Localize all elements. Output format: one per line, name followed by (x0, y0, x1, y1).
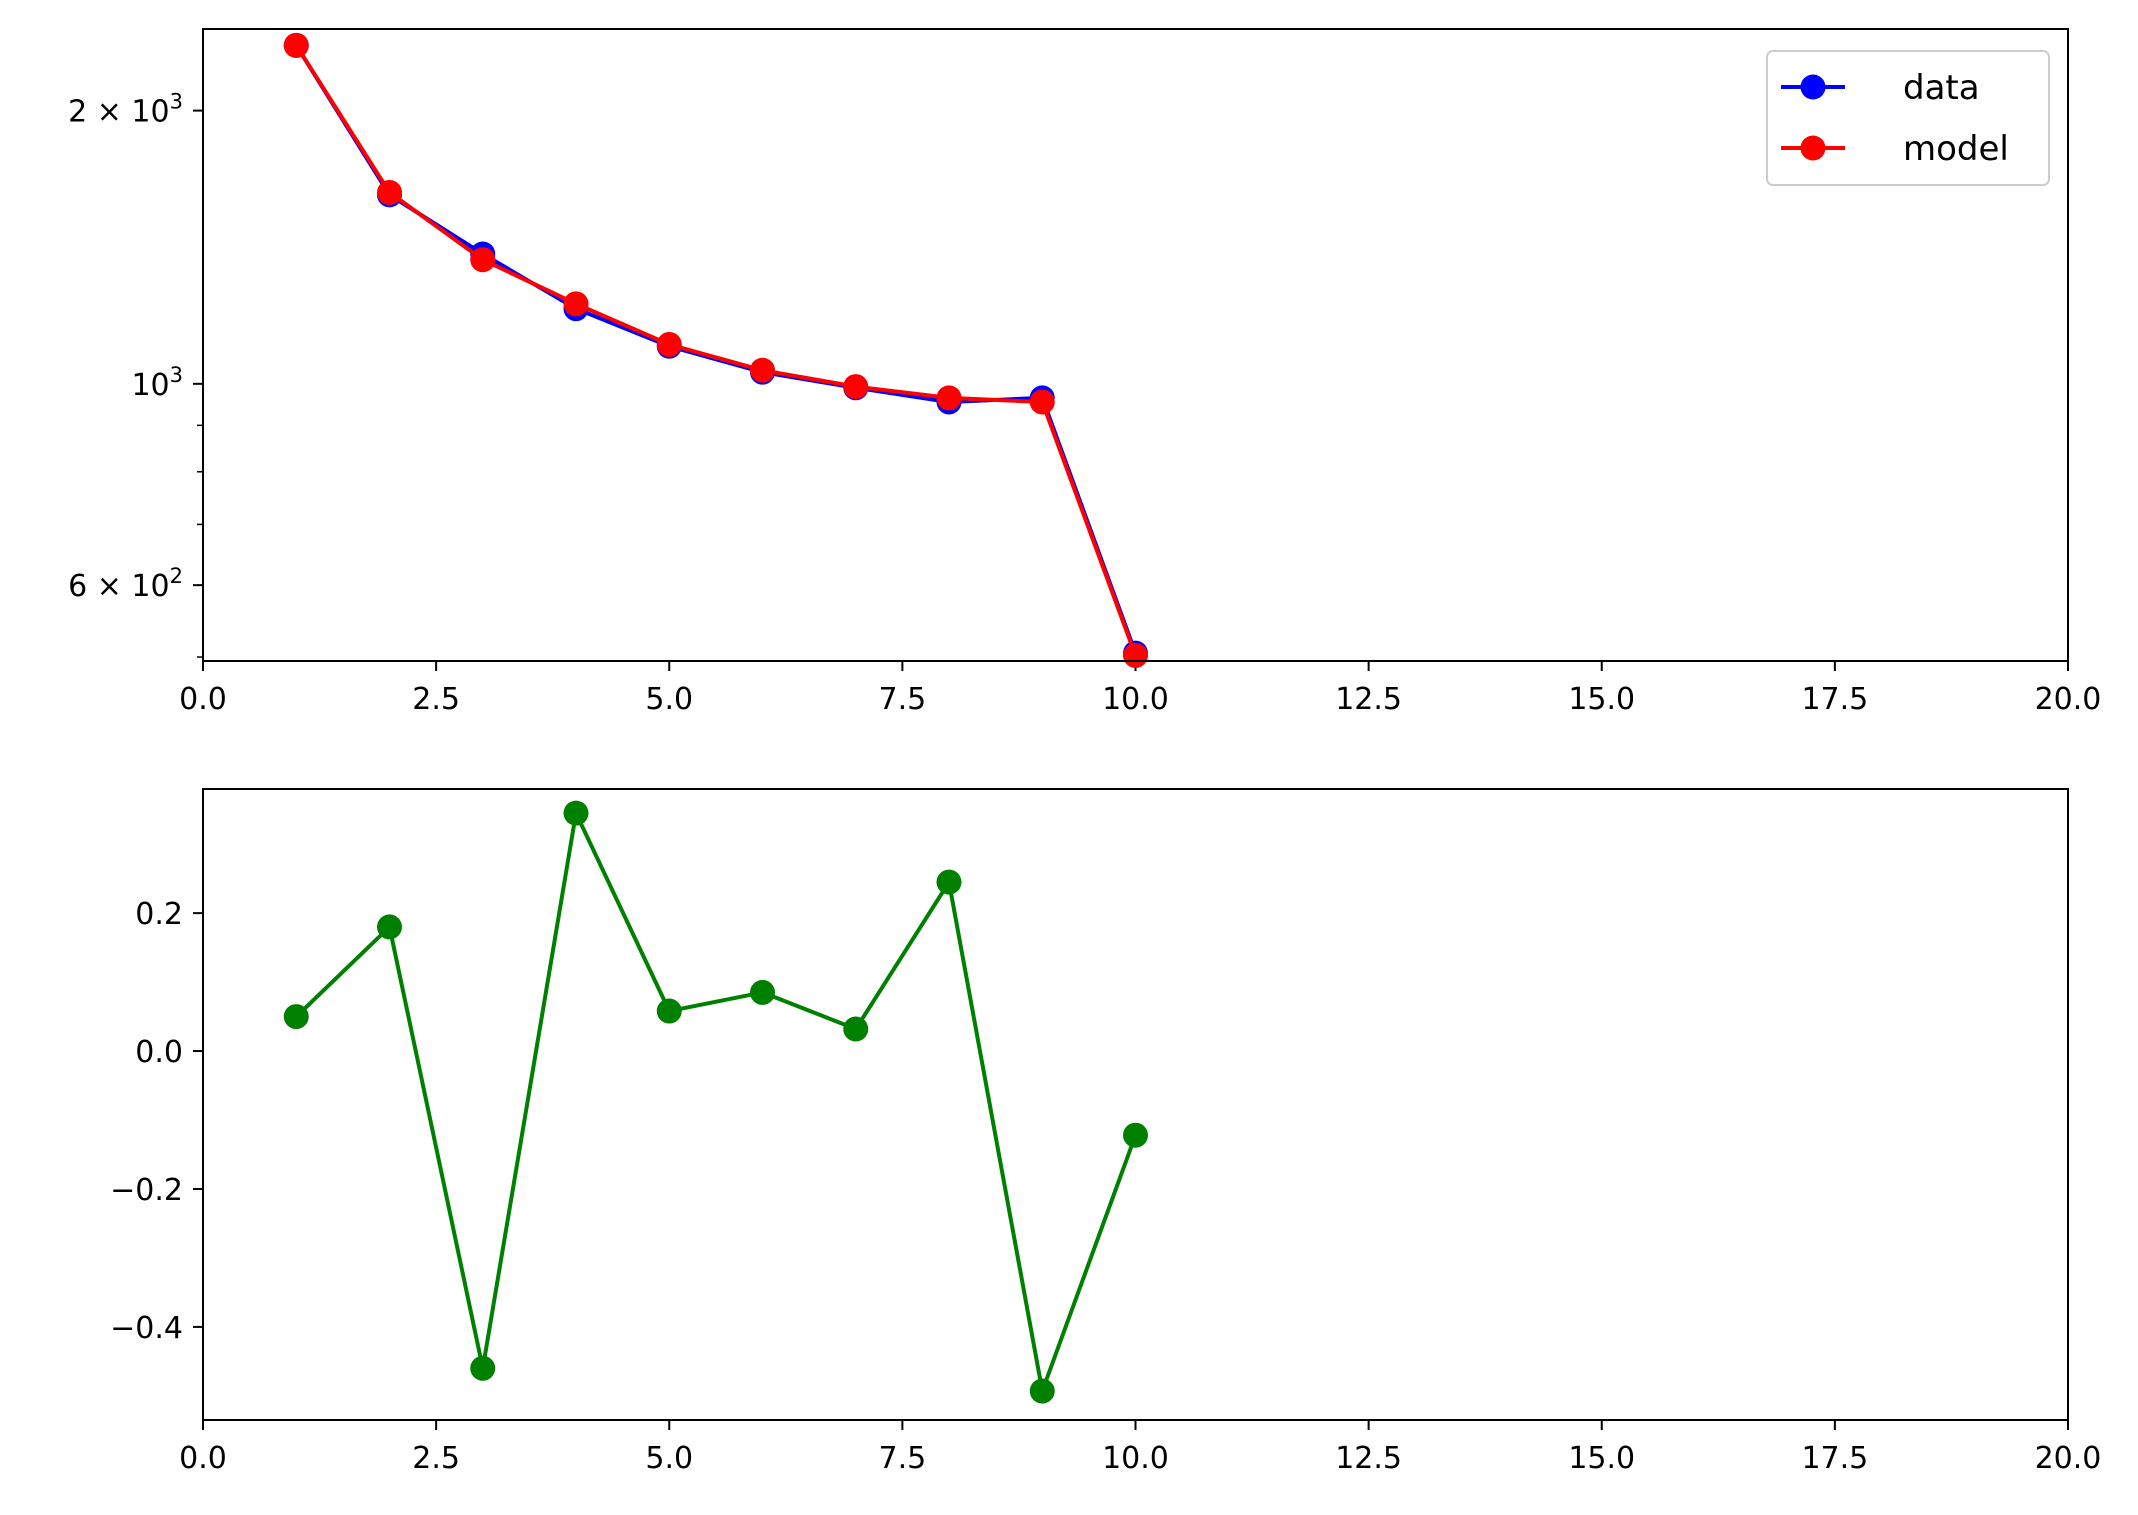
top-series-model-point (563, 291, 589, 317)
top-series-model-point (656, 331, 682, 357)
top-y-tick-label: 2 × 103 (68, 90, 183, 130)
bottom-series-residual-point (377, 914, 402, 940)
bottom-series-residual-point (283, 1004, 309, 1030)
top-series-model-point (936, 385, 962, 411)
bottom-y-tick-label: 0.2 (135, 897, 183, 932)
legend (1766, 50, 2050, 186)
top-series-model-point (377, 179, 402, 205)
top-x-tick-label: 20.0 (2035, 682, 2102, 717)
bottom-x-tick-label: 20.0 (2035, 1441, 2102, 1476)
legend-data-marker (1800, 74, 1826, 100)
legend-model-label: model (1903, 129, 2009, 169)
top-series-model-point (1123, 642, 1148, 668)
top-x-tick-label: 17.5 (1801, 682, 1868, 717)
bottom-series-residual-line (294, 811, 1138, 1393)
bottom-x-tick-label: 7.5 (879, 1441, 927, 1476)
bottom-x-tick-label: 17.5 (1801, 1441, 1868, 1476)
top-x-tick-label: 12.5 (1335, 682, 1402, 717)
top-series-model-point (750, 357, 775, 383)
top-y-tick-label: 103 (131, 363, 183, 403)
top-x-tick-label: 0.0 (179, 682, 227, 717)
top-x-tick-label: 2.5 (412, 682, 460, 717)
bottom-y-tick-label: −0.4 (110, 1311, 183, 1346)
legend-model-marker (1800, 135, 1826, 161)
bottom-series-residual-point (470, 1355, 496, 1381)
legend-data-label: data (1903, 68, 1980, 108)
top-series-model-point (283, 32, 309, 58)
bottom-x-tick-label: 12.5 (1335, 1441, 1402, 1476)
bottom-x-tick-label: 0.0 (179, 1441, 227, 1476)
bottom-y-tick-label: 0.0 (135, 1035, 183, 1070)
bottom-x-tick-label: 5.0 (645, 1441, 693, 1476)
bottom-series-residual-point (1123, 1122, 1148, 1148)
top-x-tick-label: 15.0 (1568, 682, 1635, 717)
top-series-model-point (843, 374, 869, 400)
bottom-series-residual-point (1029, 1378, 1055, 1404)
bottom-panel: 0.0 2.5 5.0 7.5 10.0 12.5 15.0 17.5 20.0 −0.4 −0.2… (110, 788, 2102, 1476)
bottom-series-residual-point (936, 869, 962, 895)
bottom-x-tick-label: 2.5 (412, 1441, 460, 1476)
bottom-x-tick-label: 10.0 (1102, 1441, 1169, 1476)
bottom-x-tick-label: 15.0 (1568, 1441, 1635, 1476)
top-series-model-line (294, 44, 1138, 657)
bottom-y-tick-label: −0.2 (110, 1173, 183, 1208)
top-x-tick-label: 7.5 (879, 682, 927, 717)
top-x-tick-label: 5.0 (645, 682, 693, 717)
top-panel: 0.0 2.5 5.0 7.5 10.0 12.5 15.0 17.5 20.0 6 × 102 1… (68, 28, 2102, 717)
bottom-series-residual-point (843, 1016, 869, 1042)
top-axes-frame (202, 28, 2069, 662)
bottom-series-residual-point (656, 998, 682, 1024)
top-series-model-point (470, 247, 496, 273)
top-y-tick-label: 6 × 102 (68, 564, 183, 604)
bottom-series-residual-point (563, 800, 589, 826)
top-x-tick-label: 10.0 (1102, 682, 1169, 717)
top-series-model-point (1029, 389, 1055, 415)
bottom-series-residual-point (750, 979, 775, 1005)
bottom-axes-frame (202, 788, 2069, 1421)
